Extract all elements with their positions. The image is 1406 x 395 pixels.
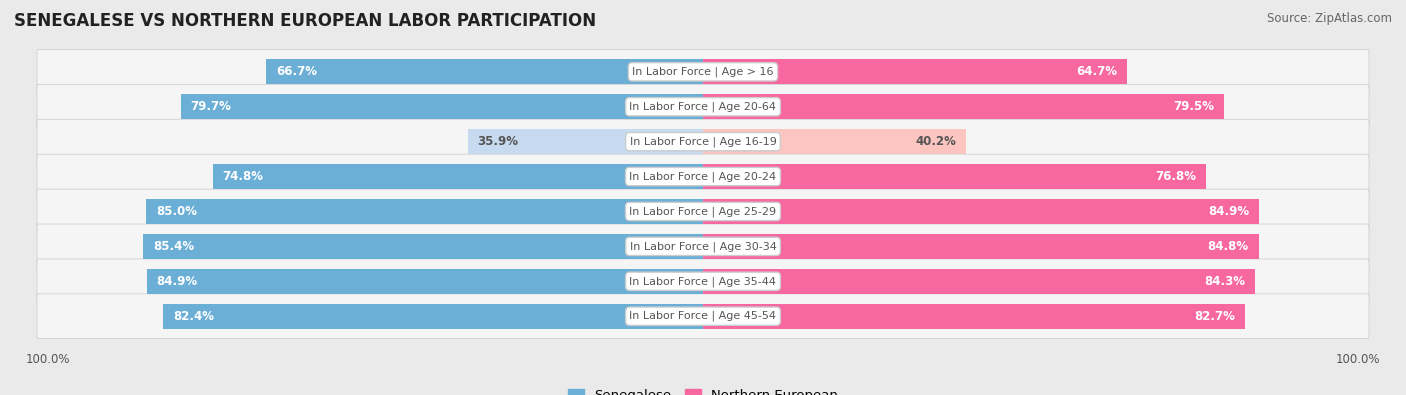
Legend: Senegalese, Northern European: Senegalese, Northern European [562,384,844,395]
Bar [703,129,966,154]
Bar [181,94,703,119]
Text: 84.3%: 84.3% [1205,275,1246,288]
Bar [212,164,703,189]
Text: 84.8%: 84.8% [1208,240,1249,253]
FancyBboxPatch shape [37,224,1369,269]
Text: 74.8%: 74.8% [222,170,264,183]
Bar [146,199,703,224]
Text: In Labor Force | Age 16-19: In Labor Force | Age 16-19 [630,136,776,147]
Text: In Labor Force | Age 35-44: In Labor Force | Age 35-44 [630,276,776,286]
Text: In Labor Force | Age 25-29: In Labor Force | Age 25-29 [630,206,776,217]
FancyBboxPatch shape [37,85,1369,129]
FancyBboxPatch shape [37,259,1369,304]
Text: 82.7%: 82.7% [1194,310,1234,323]
FancyBboxPatch shape [37,49,1369,94]
Bar [703,94,1223,119]
Bar [703,59,1128,85]
Bar [266,59,703,85]
Text: 85.4%: 85.4% [153,240,194,253]
Text: In Labor Force | Age 20-24: In Labor Force | Age 20-24 [630,171,776,182]
Bar [703,234,1258,259]
FancyBboxPatch shape [37,119,1369,164]
Bar [163,304,703,329]
Bar [146,269,703,294]
FancyBboxPatch shape [37,189,1369,234]
Text: In Labor Force | Age 30-34: In Labor Force | Age 30-34 [630,241,776,252]
Bar [703,304,1244,329]
Bar [703,164,1206,189]
Bar [143,234,703,259]
Text: 40.2%: 40.2% [915,135,956,148]
Text: SENEGALESE VS NORTHERN EUROPEAN LABOR PARTICIPATION: SENEGALESE VS NORTHERN EUROPEAN LABOR PA… [14,12,596,30]
Text: 35.9%: 35.9% [478,135,519,148]
Text: 76.8%: 76.8% [1156,170,1197,183]
Text: In Labor Force | Age > 16: In Labor Force | Age > 16 [633,67,773,77]
Bar [703,199,1260,224]
Bar [703,269,1256,294]
Text: In Labor Force | Age 20-64: In Labor Force | Age 20-64 [630,102,776,112]
Text: 84.9%: 84.9% [156,275,198,288]
Text: 64.7%: 64.7% [1076,65,1118,78]
FancyBboxPatch shape [37,154,1369,199]
Text: Source: ZipAtlas.com: Source: ZipAtlas.com [1267,12,1392,25]
Text: 66.7%: 66.7% [276,65,316,78]
Text: In Labor Force | Age 45-54: In Labor Force | Age 45-54 [630,311,776,322]
Text: 79.7%: 79.7% [191,100,232,113]
FancyBboxPatch shape [37,294,1369,339]
Bar [468,129,703,154]
Text: 79.5%: 79.5% [1173,100,1213,113]
Text: 84.9%: 84.9% [1208,205,1250,218]
Text: 85.0%: 85.0% [156,205,197,218]
Text: 82.4%: 82.4% [173,310,214,323]
